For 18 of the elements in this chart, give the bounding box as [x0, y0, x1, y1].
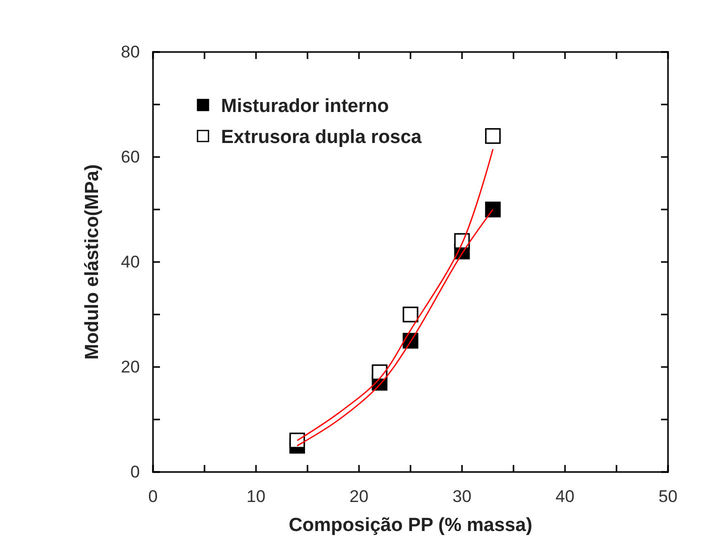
- point: [485, 128, 501, 144]
- y-axis-title: Modulo elástico(MPa): [82, 164, 103, 360]
- x-tick-label: 0: [148, 487, 158, 506]
- x-tick-label: 50: [658, 487, 678, 506]
- x-axis-title: Composição PP (% massa): [288, 515, 532, 536]
- y-tick-label: 60: [120, 147, 140, 166]
- y-tick-label: 20: [120, 357, 140, 376]
- x-tick-label: 30: [452, 487, 472, 506]
- point: [402, 306, 418, 322]
- legend-label: Misturador interno: [221, 96, 389, 117]
- y-tick-label: 0: [130, 462, 140, 482]
- y-tick-label: 40: [120, 252, 140, 272]
- y-tick-label: 80: [120, 42, 140, 62]
- x-tick-label: 20: [350, 487, 368, 506]
- x-tick-label: 40: [556, 487, 574, 506]
- x-tick-label: 10: [246, 487, 266, 506]
- point: [485, 202, 501, 218]
- legend-label: Extrusora dupla rosca: [221, 127, 422, 148]
